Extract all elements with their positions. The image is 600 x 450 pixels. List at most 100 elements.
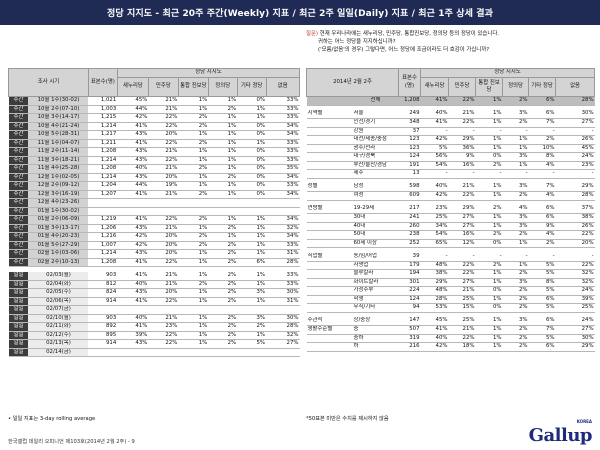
row-segment: 대구/경북: [352, 152, 399, 162]
row-value: 22%: [148, 258, 179, 267]
row-value: 1%: [475, 342, 503, 352]
row-value: 1%: [208, 232, 238, 242]
row-value: 0%: [475, 286, 503, 296]
table-row: 40대 260 34% 27% 1% 3% 9% 26%: [306, 222, 595, 231]
row-segment: 50대: [352, 230, 399, 240]
row-segment: 상/중상: [352, 317, 399, 326]
row-value: [148, 348, 179, 357]
col-header-party: 정의당: [207, 76, 238, 97]
row-type-label: 주간: [8, 190, 29, 199]
table-row: 주간 10월 1주(30-02) 1,021 45% 21% 1% 1% 0% 33%: [8, 96, 300, 106]
question-line-3: ('모름/없음'의 경우) 그렇다면, 어느 정당에 조금이라도 더 호감이 가…: [318, 47, 490, 54]
row-value: 1%: [208, 147, 238, 157]
row-group: [306, 169, 353, 179]
row-value: 1%: [502, 144, 529, 153]
trend-table-panel: 조사 시기 표본수(명) 정당 지지도 새누리당 민주당 통합 진보당 정의당 …: [8, 68, 301, 357]
row-type-label: 주간: [8, 232, 29, 242]
row-period: 02/06(목): [28, 297, 89, 306]
row-value: [178, 305, 209, 315]
row-value: 42%: [420, 135, 449, 145]
row-value: 0%: [237, 130, 267, 140]
row-value: 41%: [420, 96, 449, 106]
row-period: 02/04(화): [28, 280, 89, 289]
table-row: 주간 11월 3주(18-21) 1,214 43% 22% 1% 1% 0% 33%: [8, 156, 300, 165]
row-value: [148, 305, 179, 315]
row-value: 21%: [148, 164, 179, 174]
row-value: 0%: [475, 303, 503, 313]
row-sample-size: 348: [398, 118, 421, 128]
row-value: 1%: [178, 181, 209, 191]
row-value: 1%: [208, 156, 238, 165]
table-row: 중하 319 40% 22% 1% 2% 5% 30%: [306, 334, 595, 343]
row-period: 01월 3주(13-17): [28, 224, 89, 233]
row-period: 12월 2주(09-12): [28, 181, 89, 191]
row-value: 1%: [475, 222, 503, 231]
row-group: [306, 96, 353, 106]
row-sample-size: 1,215: [88, 113, 118, 123]
row-value: 21%: [148, 224, 179, 233]
row-group: [306, 239, 353, 248]
row-value: 43%: [117, 339, 149, 349]
table-row: 성별 남성 598 40% 21% 1% 3% 7% 29%: [306, 183, 595, 192]
row-period: 12월 3주(16-19): [28, 190, 89, 199]
row-value: 1%: [208, 181, 238, 191]
row-period: 10월 3주(14-17): [28, 113, 89, 123]
row-value: 1%: [178, 339, 209, 349]
row-sample-size: [88, 198, 118, 208]
row-value: 41%: [117, 258, 149, 267]
row-value: 45%: [420, 317, 449, 326]
row-value: 1%: [475, 183, 503, 192]
row-value: 43%: [117, 224, 149, 233]
row-segment: 중: [352, 325, 399, 335]
row-value: 1%: [502, 239, 529, 248]
row-type-label: 일일: [8, 339, 29, 349]
row-value: 1%: [237, 113, 267, 123]
row-value: 8%: [528, 152, 556, 162]
row-value: 30%: [266, 314, 300, 323]
row-sample-size: 1,207: [88, 190, 118, 199]
detail-table: 2014년 2월 2주 표본수(명) 정당 지지도 새누리당 민주당 통합 진보…: [305, 68, 596, 352]
row-value: 26%: [555, 222, 595, 231]
row-value: 25%: [555, 303, 595, 313]
row-value: 34%: [266, 215, 300, 225]
row-value: 21%: [448, 286, 476, 296]
row-value: 2%: [502, 303, 529, 313]
row-period: 01월 5주(27-29): [28, 241, 89, 250]
row-type-label: 일일: [8, 305, 29, 315]
row-value: 36%: [448, 144, 476, 153]
table-row: 주간 10월 4주(21-24) 1,214 41% 22% 2% 1% 0% 34%: [8, 122, 300, 131]
row-value: 2%: [178, 190, 209, 199]
row-value: 37%: [555, 205, 595, 214]
row-value: 4%: [528, 161, 556, 170]
table-row: 주간 01월 2주(06-09) 1,219 41% 22% 2% 1% 1% 34%: [8, 215, 300, 225]
row-value: 2%: [475, 161, 503, 170]
row-value: 2%: [502, 269, 529, 279]
row-value: 7%: [528, 325, 556, 335]
table-row: 주간 01월 5주(27-29) 1,007 42% 20% 2% 2% 1% 33%: [8, 241, 300, 250]
row-value: 24%: [555, 286, 595, 296]
row-period: 11월 2주(11-14): [28, 147, 89, 157]
row-value: 24%: [555, 152, 595, 162]
logo-sup: KOREA: [576, 419, 592, 424]
row-value: 28%: [266, 258, 300, 267]
col-header-party: 민주당: [147, 76, 179, 97]
row-value: -: [448, 127, 476, 136]
row-value: 4%: [502, 205, 529, 214]
row-value: 1%: [475, 295, 503, 304]
row-value: 27%: [448, 213, 476, 223]
row-segment: 여성: [352, 191, 399, 201]
row-value: 22%: [148, 122, 179, 131]
row-sample-size: 1,021: [88, 96, 118, 106]
row-segment: 가정주부: [352, 286, 399, 296]
row-period: 01월 2주(06-09): [28, 215, 89, 225]
row-value: 7%: [528, 118, 556, 128]
row-value: 20%: [148, 241, 179, 250]
row-value: 41%: [117, 215, 149, 225]
row-value: [178, 198, 209, 208]
report-title-bar: 정당 지지도 - 최근 20주 주간(Weekly) 지표 / 최근 2주 일일…: [0, 0, 600, 25]
row-group: [306, 144, 353, 153]
row-value: 5%: [420, 144, 449, 153]
row-type-label: 주간: [8, 258, 29, 267]
row-value: 2%: [208, 249, 238, 259]
row-value: 32%: [555, 278, 595, 287]
